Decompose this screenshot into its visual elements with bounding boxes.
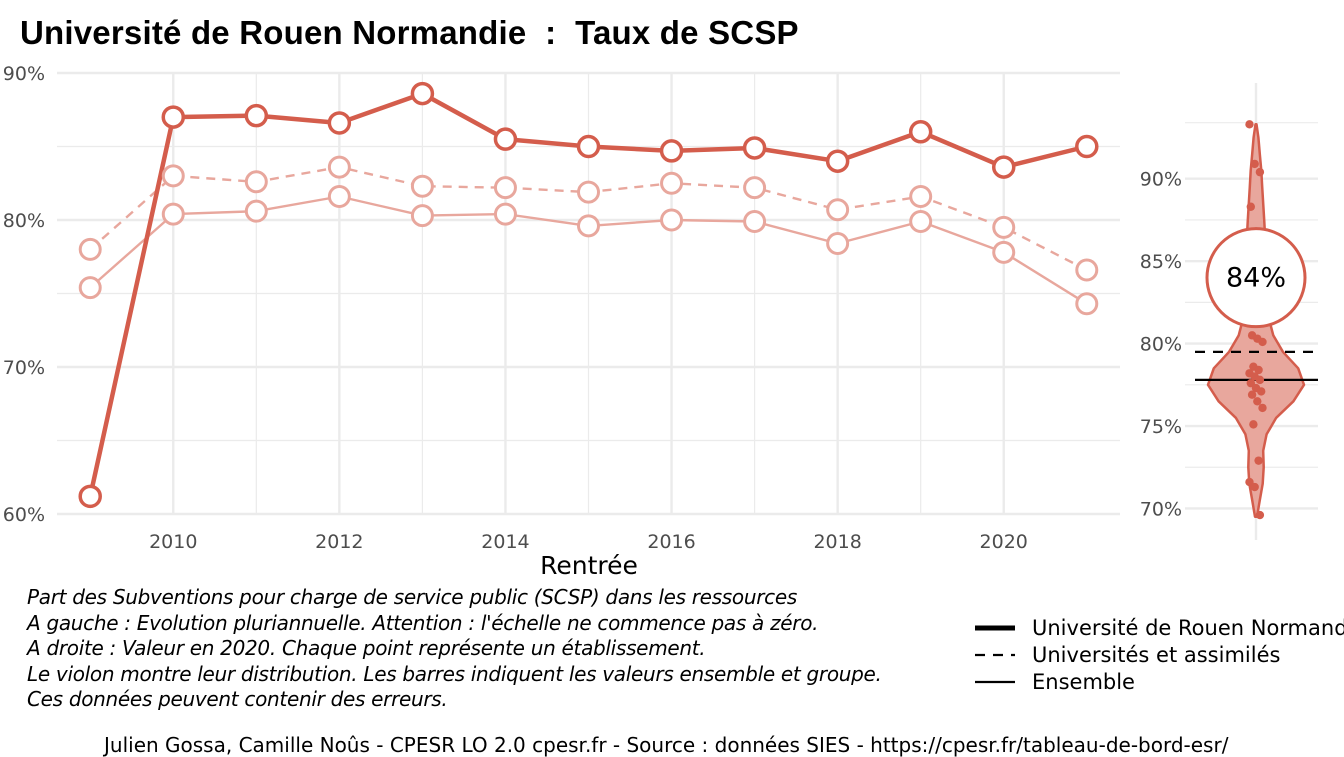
establishment-point bbox=[1255, 510, 1265, 520]
value-label: 84% bbox=[1226, 263, 1286, 294]
data-point-thin bbox=[161, 202, 185, 226]
violin-y-tick-label: 80% bbox=[1140, 334, 1182, 356]
data-point-thick bbox=[1075, 134, 1099, 159]
data-point-thin bbox=[743, 209, 767, 233]
left-points bbox=[78, 81, 1099, 509]
establishment-point bbox=[1254, 365, 1263, 375]
caption-line-3: A droite : Valeur en 2020. Chaque point … bbox=[27, 636, 706, 660]
establishment-point bbox=[1250, 159, 1259, 169]
value-bubble bbox=[1205, 227, 1307, 329]
establishment-point bbox=[1250, 482, 1259, 492]
x-tick-label: 2016 bbox=[647, 531, 695, 553]
data-point-thin bbox=[493, 202, 517, 226]
data-point-dashed bbox=[244, 170, 268, 194]
data-point-thin bbox=[244, 199, 268, 223]
violin-y-tick-label: 85% bbox=[1140, 251, 1182, 273]
data-point-thin bbox=[577, 214, 600, 238]
caption-line-5: Ces données peuvent contenir des erreurs… bbox=[27, 687, 448, 711]
legend-label-universite: Université de Rouen Normandie bbox=[1032, 616, 1344, 640]
data-point-thick bbox=[908, 120, 933, 144]
establishment-point bbox=[1247, 390, 1257, 399]
establishment-point bbox=[1254, 456, 1263, 465]
legend-label-universites-assimiles: Universités et assimilés bbox=[1032, 643, 1281, 667]
establishment-point bbox=[1245, 477, 1254, 487]
data-point-dashed bbox=[327, 155, 351, 179]
left-grid bbox=[57, 71, 1120, 516]
data-point-thin bbox=[992, 240, 1016, 264]
data-point-thick bbox=[742, 136, 767, 160]
caption-line-1: Part des Subventions pour charge de serv… bbox=[27, 585, 797, 609]
legend-label-ensemble: Ensemble bbox=[1032, 670, 1135, 694]
data-point-thin bbox=[660, 208, 684, 232]
data-point-thin bbox=[826, 232, 850, 256]
x-tick-label: 2010 bbox=[149, 531, 197, 553]
data-point-thick bbox=[244, 103, 269, 128]
establishment-point bbox=[1246, 202, 1256, 211]
violin-group: 84% bbox=[1195, 120, 1318, 520]
caption-line-4: Le violon montre leur distribution. Les … bbox=[27, 662, 882, 686]
data-point-thick bbox=[493, 127, 518, 151]
establishment-point bbox=[1255, 167, 1265, 177]
establishment-point bbox=[1249, 420, 1258, 429]
data-point-thick bbox=[327, 111, 352, 135]
establishment-point bbox=[1246, 378, 1256, 388]
data-point-thick bbox=[161, 105, 186, 129]
data-point-dashed bbox=[743, 176, 767, 200]
data-point-dashed bbox=[78, 237, 102, 261]
establishment-point bbox=[1258, 403, 1267, 413]
y-tick-label: 60% bbox=[3, 504, 45, 526]
data-point-thin bbox=[410, 204, 434, 228]
data-point-dashed bbox=[493, 176, 517, 200]
x-tick-label: 2020 bbox=[980, 531, 1028, 553]
data-point-dashed bbox=[992, 215, 1016, 239]
data-point-thick bbox=[825, 149, 850, 173]
x-axis-label: Rentrée bbox=[540, 551, 638, 580]
data-point-dashed bbox=[161, 164, 185, 188]
caption-line-2: A gauche : Evolution pluriannuelle. Atte… bbox=[27, 611, 819, 635]
x-tick-label: 2012 bbox=[315, 531, 363, 553]
y-tick-label: 90% bbox=[3, 63, 45, 85]
left-axis: 60% 70% 80% 90% 2010 2012 2014 2016 2018 2020 bbox=[3, 63, 1028, 553]
y-tick-label: 70% bbox=[3, 357, 45, 379]
data-point-dashed bbox=[909, 184, 933, 208]
establishment-point bbox=[1255, 375, 1265, 385]
legend-keys bbox=[975, 625, 1015, 684]
data-point-dashed bbox=[1075, 258, 1099, 282]
establishment-point bbox=[1253, 397, 1262, 406]
establishment-point bbox=[1245, 120, 1254, 129]
x-tick-label: 2014 bbox=[481, 531, 529, 553]
data-point-thin bbox=[1075, 292, 1099, 316]
footer-credits: Julien Gossa, Camille Noûs - CPESR LO 2.… bbox=[104, 733, 1229, 757]
data-point-thin bbox=[909, 209, 933, 233]
establishment-point bbox=[1258, 337, 1267, 347]
data-point-thin bbox=[327, 184, 351, 208]
data-point-thin bbox=[78, 276, 102, 300]
y-tick-label: 80% bbox=[3, 210, 45, 232]
data-point-dashed bbox=[660, 171, 684, 195]
violin-y-tick-label: 90% bbox=[1140, 169, 1182, 191]
right-axis: 70% 75% 80% 85% 90% bbox=[1140, 169, 1182, 521]
x-tick-label: 2018 bbox=[813, 531, 861, 553]
data-point-thick bbox=[991, 155, 1016, 179]
data-point-thick bbox=[576, 134, 601, 159]
data-point-thick bbox=[78, 484, 102, 509]
data-point-thick bbox=[410, 81, 435, 106]
violin-y-tick-label: 70% bbox=[1140, 498, 1182, 520]
violin-y-tick-label: 75% bbox=[1140, 416, 1182, 438]
data-point-dashed bbox=[577, 180, 600, 204]
data-point-dashed bbox=[826, 198, 850, 222]
chart-title: Université de Rouen Normandie : Taux de … bbox=[20, 14, 799, 51]
establishment-point bbox=[1257, 387, 1266, 396]
data-point-thick bbox=[659, 139, 684, 163]
data-point-dashed bbox=[410, 174, 434, 198]
